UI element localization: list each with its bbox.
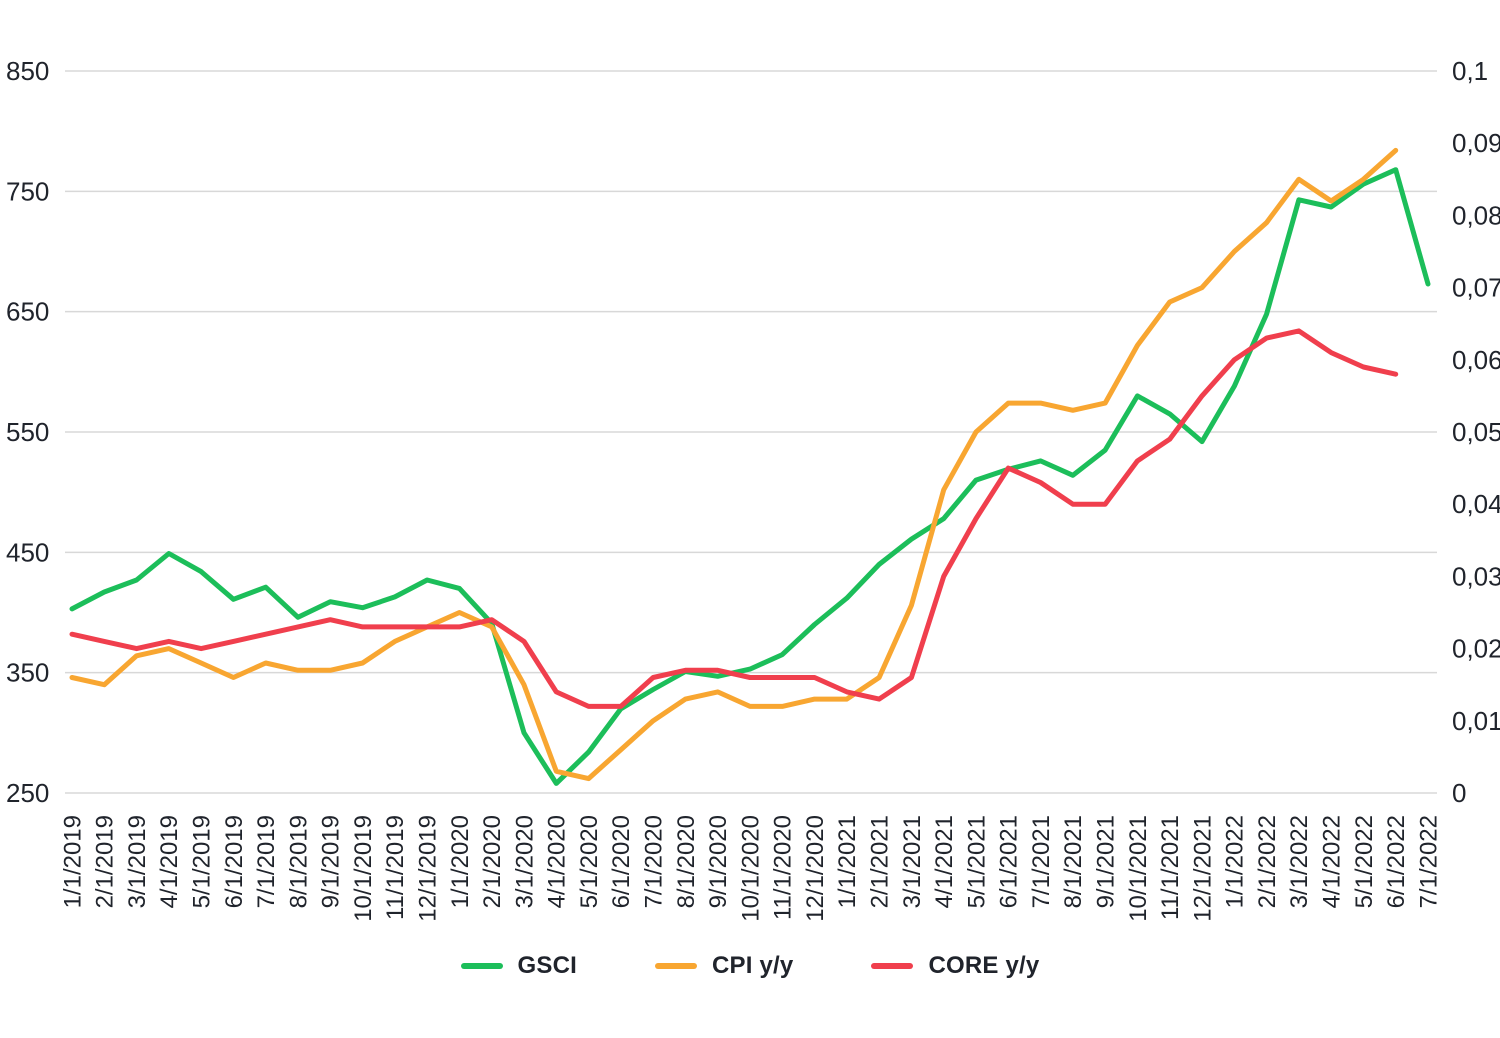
x-axis-tick-label: 9/1/2020 xyxy=(705,815,732,908)
gsci-line-swatch xyxy=(460,963,503,969)
cpi-line-swatch xyxy=(655,963,698,969)
x-axis-tick-label: 1/1/2021 xyxy=(834,815,861,908)
legend-label-cpi: CPI y/y xyxy=(712,952,794,979)
chart-legend: GSCI CPI y/y CORE y/y xyxy=(0,952,1500,980)
x-axis-tick-label: 4/1/2019 xyxy=(156,815,183,908)
right-axis-tick-label: 0,09 xyxy=(1452,128,1500,158)
left-axis-tick-label: 350 xyxy=(6,658,49,688)
right-axis-tick-label: 0,06 xyxy=(1452,345,1500,375)
right-axis-tick-label: 0,03 xyxy=(1452,561,1500,591)
right-axis-tick-label: 0,04 xyxy=(1452,489,1500,519)
series-line-cpi-y-y xyxy=(69,147,1399,782)
x-axis-tick-label: 6/1/2021 xyxy=(996,815,1023,908)
x-axis-tick-label: 11/1/2019 xyxy=(382,815,409,920)
x-axis-tick-label: 1/1/2019 xyxy=(59,815,86,908)
x-axis-tick-label: 4/1/2020 xyxy=(544,815,571,908)
x-axis-tick-label: 9/1/2019 xyxy=(318,815,345,908)
x-axis-tick-label: 12/1/2021 xyxy=(1189,815,1216,922)
left-axis-tick-label: 450 xyxy=(6,537,49,567)
x-axis-tick-label: 1/1/2022 xyxy=(1222,815,1249,908)
x-axis-tick-label: 4/1/2021 xyxy=(931,815,958,908)
x-axis-tick-label: 10/1/2020 xyxy=(737,815,764,922)
x-axis-tick-label: 8/1/2021 xyxy=(1060,815,1087,908)
x-axis-tick-label: 8/1/2020 xyxy=(673,815,700,908)
x-axis-tick-label: 5/1/2022 xyxy=(1351,815,1378,908)
left-axis-tick-label: 550 xyxy=(6,417,49,447)
left-axis-tick-label: 250 xyxy=(6,778,49,808)
x-axis-tick-label: 2/1/2019 xyxy=(92,815,119,908)
right-axis-tick-label: 0 xyxy=(1452,778,1466,808)
x-axis-tick-label: 2/1/2020 xyxy=(479,815,506,908)
x-axis-tick-label: 3/1/2021 xyxy=(899,815,926,908)
x-axis-tick-label: 7/1/2020 xyxy=(641,815,668,908)
legend-item-gsci[interactable]: GSCI xyxy=(460,952,578,980)
core-line-swatch xyxy=(871,963,914,969)
x-axis-tick-label: 1/1/2020 xyxy=(447,815,474,908)
x-axis-tick-label: 11/1/2020 xyxy=(770,815,797,920)
x-axis-tick-label: 6/1/2020 xyxy=(608,815,635,908)
x-axis-tick-label: 10/1/2021 xyxy=(1125,815,1152,922)
x-axis-tick-label: 2/1/2021 xyxy=(867,815,894,908)
right-axis-tick-label: 0,01 xyxy=(1452,706,1500,736)
right-axis-tick-label: 0,02 xyxy=(1452,634,1500,664)
x-axis-tick-label: 2/1/2022 xyxy=(1254,815,1281,908)
x-axis-tick-label: 11/1/2021 xyxy=(1157,815,1184,920)
x-axis-tick-label: 5/1/2021 xyxy=(963,815,990,908)
x-axis-tick-label: 3/1/2022 xyxy=(1286,815,1313,908)
series-line-core-y-y xyxy=(69,328,1399,709)
x-axis-tick-label: 12/1/2019 xyxy=(415,815,442,922)
right-axis-tick-label: 0,08 xyxy=(1452,200,1500,230)
x-axis-tick-label: 4/1/2022 xyxy=(1319,815,1346,908)
legend-item-cpi[interactable]: CPI y/y xyxy=(655,952,793,980)
x-axis-tick-label: 8/1/2019 xyxy=(285,815,312,908)
x-axis-tick-label: 3/1/2019 xyxy=(124,815,151,908)
x-axis-tick-label: 3/1/2020 xyxy=(511,815,538,908)
x-axis-tick-label: 6/1/2019 xyxy=(221,815,248,908)
legend-item-core[interactable]: CORE y/y xyxy=(871,952,1039,980)
x-axis-tick-label: 5/1/2019 xyxy=(189,815,216,908)
x-axis-tick-label: 10/1/2019 xyxy=(350,815,377,922)
legend-label-core: CORE y/y xyxy=(928,952,1040,979)
x-axis-tick-label: 12/1/2020 xyxy=(802,815,829,922)
x-axis-tick-label: 7/1/2022 xyxy=(1415,815,1442,908)
left-axis-tick-label: 750 xyxy=(6,176,49,206)
series-line-gsci xyxy=(69,167,1431,786)
legend-label-gsci: GSCI xyxy=(517,952,578,979)
x-axis-tick-label: 7/1/2019 xyxy=(253,815,280,908)
x-axis-tick-label: 5/1/2020 xyxy=(576,815,603,908)
right-axis-tick-label: 0,1 xyxy=(1452,56,1488,86)
right-axis-tick-label: 0,07 xyxy=(1452,273,1500,303)
x-axis-tick-label: 7/1/2021 xyxy=(1028,815,1055,908)
right-axis-tick-label: 0,05 xyxy=(1452,417,1500,447)
x-axis-tick-label: 9/1/2021 xyxy=(1093,815,1120,908)
x-axis-tick-label: 6/1/2022 xyxy=(1383,815,1410,908)
left-axis-tick-label: 850 xyxy=(6,56,49,86)
left-axis-tick-label: 650 xyxy=(6,297,49,327)
